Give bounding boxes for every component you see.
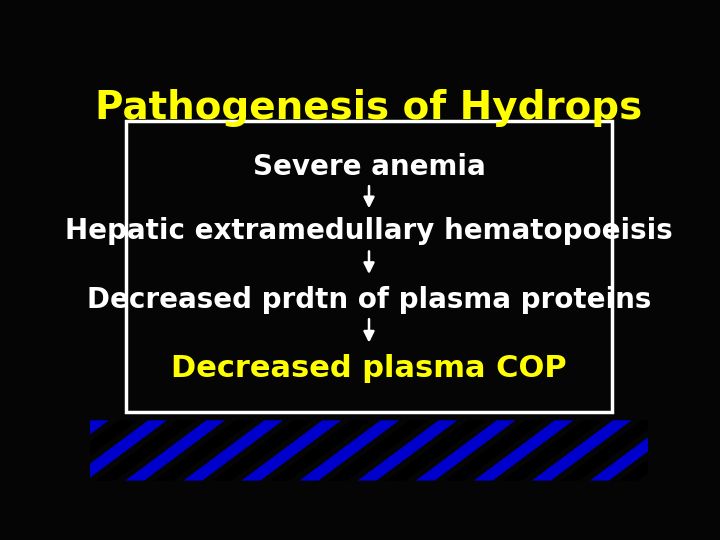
Polygon shape: [38, 420, 138, 481]
FancyBboxPatch shape: [126, 121, 612, 412]
Polygon shape: [96, 420, 196, 481]
Polygon shape: [561, 420, 661, 481]
Polygon shape: [619, 420, 719, 481]
Text: Decreased plasma COP: Decreased plasma COP: [171, 354, 567, 383]
Polygon shape: [154, 420, 254, 481]
Text: Hepatic extramedullary hematopoeisis: Hepatic extramedullary hematopoeisis: [65, 217, 673, 245]
Polygon shape: [358, 420, 457, 481]
Polygon shape: [184, 420, 283, 481]
Polygon shape: [445, 420, 544, 481]
Polygon shape: [212, 420, 312, 481]
Polygon shape: [9, 420, 109, 481]
Polygon shape: [387, 420, 487, 481]
Polygon shape: [532, 420, 631, 481]
Text: Decreased prdtn of plasma proteins: Decreased prdtn of plasma proteins: [87, 286, 651, 314]
Polygon shape: [503, 420, 603, 481]
Polygon shape: [328, 420, 428, 481]
Polygon shape: [300, 420, 400, 481]
Polygon shape: [125, 420, 225, 481]
Polygon shape: [271, 420, 370, 481]
Polygon shape: [67, 420, 167, 481]
Polygon shape: [474, 420, 574, 481]
Polygon shape: [677, 420, 720, 481]
Text: Severe anemia: Severe anemia: [253, 153, 485, 181]
Polygon shape: [648, 420, 720, 481]
Text: Pathogenesis of Hydrops: Pathogenesis of Hydrops: [95, 90, 643, 127]
Polygon shape: [241, 420, 341, 481]
Polygon shape: [415, 420, 516, 481]
Polygon shape: [590, 420, 690, 481]
